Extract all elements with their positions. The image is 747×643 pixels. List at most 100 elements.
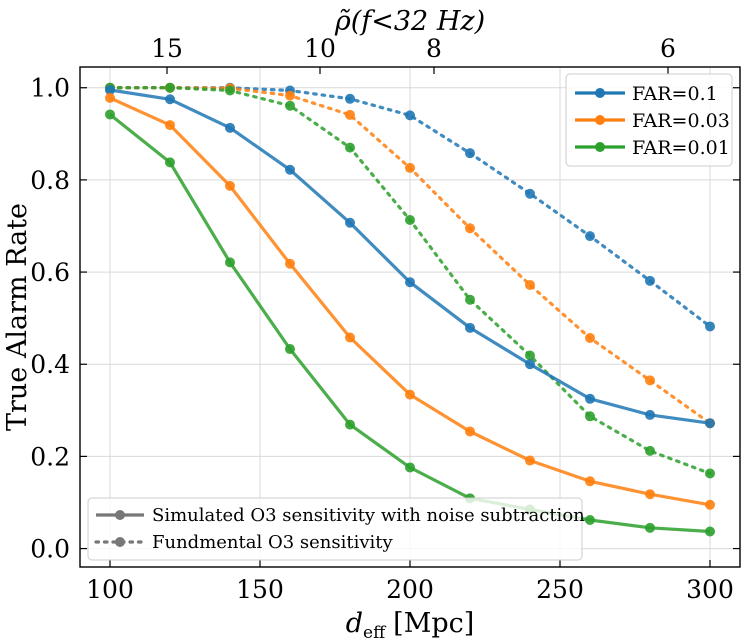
data-point xyxy=(525,188,535,199)
x-tick-label: 300 xyxy=(686,575,734,604)
data-point xyxy=(165,157,175,168)
legend-label: FAR=0.01 xyxy=(632,137,730,159)
legend-item: FAR=0.01 xyxy=(575,137,730,159)
data-point xyxy=(285,258,295,269)
legend-item: FAR=0.1 xyxy=(575,83,718,105)
data-point xyxy=(645,275,655,286)
data-point xyxy=(465,294,475,305)
data-point xyxy=(405,389,415,400)
y-tick-label: 0.0 xyxy=(30,535,70,564)
data-point xyxy=(225,257,235,268)
data-point xyxy=(225,85,235,96)
data-point xyxy=(345,109,355,120)
y-tick-label: 1.0 xyxy=(30,74,70,103)
data-point xyxy=(405,214,415,225)
data-point xyxy=(345,93,355,104)
legend-label: Fundmental O3 sensitivity xyxy=(152,532,394,553)
data-point xyxy=(585,393,595,404)
series-solid-far-0-1 xyxy=(105,85,715,429)
data-point xyxy=(225,180,235,191)
legend-sensitivity: Simulated O3 sensitivity with noise subt… xyxy=(87,497,585,561)
legend-label: FAR=0.03 xyxy=(632,110,730,132)
data-point xyxy=(345,332,355,343)
series-solid-far-0-03 xyxy=(105,92,715,510)
data-point xyxy=(645,375,655,386)
legend-far: FAR=0.1 FAR=0.03 FAR=0.01 xyxy=(565,73,733,167)
y-tick-label: 0.6 xyxy=(30,258,70,287)
data-point xyxy=(525,359,535,370)
top-tick-label: 15 xyxy=(151,34,183,63)
data-point xyxy=(465,223,475,234)
y-tick-label: 0.8 xyxy=(30,166,70,195)
x-axis-title: deff [Mpc] xyxy=(346,608,475,643)
data-point xyxy=(165,82,175,93)
series-line xyxy=(108,86,712,328)
data-point xyxy=(165,120,175,131)
legend-marker xyxy=(595,115,605,125)
legend-box xyxy=(565,73,733,167)
data-point xyxy=(705,321,715,332)
data-point xyxy=(465,148,475,159)
y-axis-title: True Alarm Rate xyxy=(2,203,33,431)
data-point xyxy=(285,100,295,111)
legend-label: Simulated O3 sensitivity with noise subt… xyxy=(152,505,585,526)
data-point xyxy=(105,109,115,120)
top-axis-title: ρ̃(f<32 Hz) xyxy=(334,6,485,37)
x-tick-label: 200 xyxy=(386,575,434,604)
x-tick-label: 100 xyxy=(86,575,134,604)
data-point xyxy=(705,526,715,537)
data-point xyxy=(645,489,655,500)
data-point xyxy=(405,462,415,473)
top-tick-label: 6 xyxy=(660,34,676,63)
data-point xyxy=(585,332,595,343)
data-point xyxy=(225,122,235,133)
data-point xyxy=(285,164,295,175)
data-point xyxy=(645,445,655,456)
data-point xyxy=(525,350,535,361)
x-axis-title-subscript: eff xyxy=(363,623,387,643)
data-point xyxy=(525,279,535,290)
top-tick-label: 8 xyxy=(426,34,442,63)
data-point xyxy=(345,217,355,228)
data-point xyxy=(285,344,295,355)
legend-marker xyxy=(595,88,605,98)
x-tick-label: 150 xyxy=(236,575,284,604)
data-point xyxy=(405,277,415,288)
data-point xyxy=(105,92,115,103)
tick-layer: 100 150 200 250 300 0.0 0.2 0.4 0.6 0.8 1.0 15 10 8 6 xyxy=(30,34,740,604)
data-point xyxy=(645,522,655,533)
data-point xyxy=(405,162,415,173)
data-point xyxy=(345,142,355,153)
legend-item: Simulated O3 sensitivity with noise subt… xyxy=(96,505,585,526)
data-point xyxy=(705,418,715,429)
data-point xyxy=(705,499,715,510)
legend-box xyxy=(87,497,583,561)
legend-item: Fundmental O3 sensitivity xyxy=(94,532,394,553)
data-point xyxy=(465,426,475,437)
y-tick-label: 0.2 xyxy=(30,442,70,471)
data-point xyxy=(285,90,295,101)
data-point xyxy=(465,322,475,333)
legend-label: FAR=0.1 xyxy=(632,83,718,105)
legend-item: FAR=0.03 xyxy=(575,110,730,132)
x-axis-title-symbol: d xyxy=(346,608,363,639)
data-point xyxy=(585,514,595,525)
data-point xyxy=(705,468,715,479)
data-point xyxy=(585,476,595,487)
data-point xyxy=(165,94,175,105)
legend-marker xyxy=(115,537,125,547)
x-axis-title-unit: [Mpc] xyxy=(393,608,474,639)
data-point xyxy=(405,110,415,121)
data-point xyxy=(345,419,355,430)
data-point xyxy=(585,411,595,422)
x-tick-label: 250 xyxy=(536,575,584,604)
data-point xyxy=(525,455,535,466)
y-tick-label: 0.4 xyxy=(30,350,70,379)
data-point xyxy=(645,409,655,420)
data-point xyxy=(105,85,115,96)
legend-marker xyxy=(115,510,125,520)
top-tick-label: 10 xyxy=(304,34,336,63)
data-point xyxy=(585,231,595,242)
